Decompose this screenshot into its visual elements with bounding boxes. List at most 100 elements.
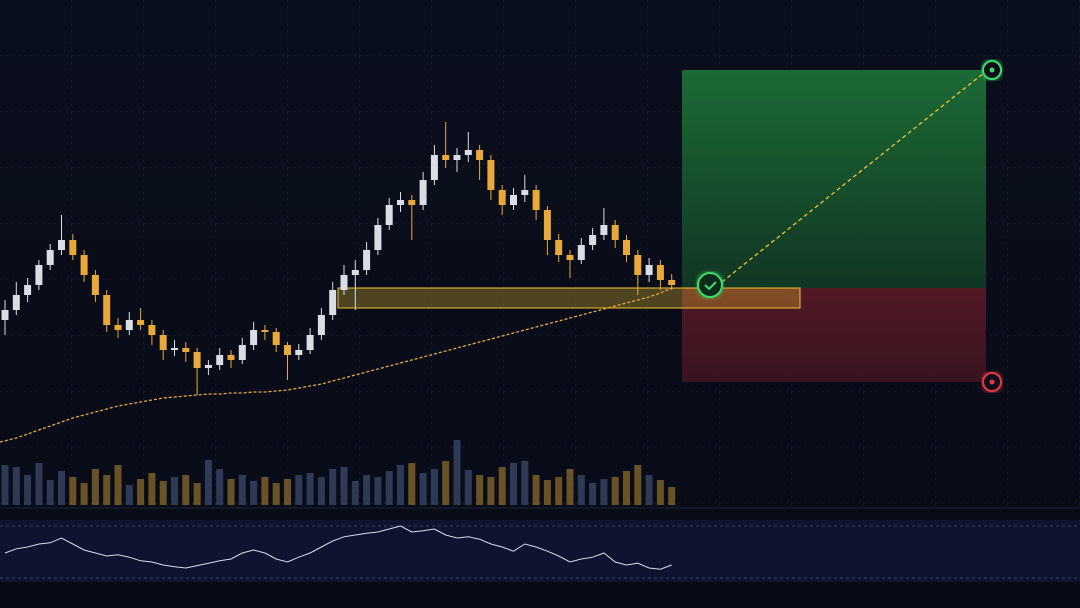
candle-body: [419, 180, 427, 205]
volume-bar: [137, 479, 145, 505]
volume-bar: [340, 467, 348, 505]
volume-bar: [510, 463, 517, 505]
volume-bar: [442, 461, 450, 505]
volume-bar: [182, 475, 190, 505]
candle-body: [306, 335, 314, 350]
candle-body: [317, 315, 325, 335]
candle-body: [430, 155, 438, 180]
projection-line: [721, 71, 986, 283]
entry-marker: [697, 272, 723, 298]
oscillator-panel: [0, 520, 1080, 582]
volume-bar: [611, 477, 619, 505]
volume-bar: [103, 475, 111, 505]
volume-bar: [1, 465, 9, 505]
candle-body: [284, 345, 291, 355]
volume-bar: [363, 475, 371, 505]
volume-bar: [261, 477, 269, 505]
candle-body: [589, 235, 597, 245]
candle-body: [351, 270, 359, 275]
candle-body: [103, 295, 111, 325]
candle-body: [12, 295, 20, 310]
stop-zone: [682, 288, 986, 382]
volume-bar: [317, 477, 325, 505]
candle-body: [623, 240, 630, 255]
volume-bar: [385, 471, 393, 505]
volume-bar: [24, 475, 32, 505]
candle-body: [340, 275, 348, 290]
candle-body: [80, 255, 88, 275]
candle-body: [193, 352, 201, 368]
volume-bar: [272, 483, 280, 505]
candle-body: [35, 265, 43, 285]
volume-bar: [623, 471, 630, 505]
volume-bar: [453, 440, 461, 505]
candle-body: [453, 155, 461, 160]
candle-body: [374, 225, 382, 250]
candle-body: [408, 200, 416, 205]
volume-bar: [238, 475, 246, 505]
candle-body: [125, 320, 133, 330]
candle-body: [521, 190, 529, 195]
volume-bar: [295, 475, 303, 505]
candle-body: [204, 365, 212, 368]
candle-body: [487, 160, 495, 190]
candle-body: [261, 330, 269, 332]
candle-body: [137, 320, 145, 325]
volume-bar: [250, 481, 258, 505]
volume-bar: [668, 487, 676, 505]
candle-body: [532, 190, 540, 210]
candle-body: [668, 280, 676, 285]
candle-body: [58, 240, 65, 250]
volume-bar: [430, 469, 438, 505]
volume-bar: [69, 477, 77, 505]
volume-bar: [532, 475, 540, 505]
candle-body: [656, 265, 664, 280]
volume-bar: [577, 475, 585, 505]
candle-body: [1, 310, 9, 320]
candle-body: [24, 285, 32, 295]
volume-bar: [351, 481, 359, 505]
candle-body: [238, 345, 246, 360]
candle-body: [464, 150, 472, 155]
volume-bar: [80, 483, 88, 505]
volume-bar: [464, 470, 472, 505]
volume-bar: [227, 479, 235, 505]
candle-body: [182, 348, 190, 352]
candle-body: [510, 195, 517, 205]
volume-bar: [374, 477, 382, 505]
candle-body: [363, 250, 371, 270]
candle-body: [634, 255, 642, 275]
candle-body: [159, 335, 167, 350]
stop-marker-dot: [989, 379, 995, 385]
volume-bar: [114, 465, 122, 505]
volume-bar: [566, 469, 574, 505]
volume-bar: [408, 463, 416, 505]
volume-bar: [589, 483, 597, 505]
volume-bar: [204, 460, 212, 505]
candle-body: [69, 240, 77, 255]
candle-body: [329, 290, 337, 315]
volume-bar: [543, 480, 551, 505]
candle-body: [250, 330, 258, 345]
volume-bar: [91, 469, 99, 505]
candle-body: [272, 332, 280, 345]
candle-body: [476, 150, 484, 160]
candle-body: [295, 350, 303, 355]
candle-body: [385, 205, 393, 225]
candle-body: [148, 325, 156, 335]
volume-bar: [58, 471, 65, 505]
candle-body: [442, 155, 450, 160]
volume-bar: [397, 465, 404, 505]
candle-body: [171, 348, 178, 350]
candle-body: [600, 225, 608, 235]
volume-bar: [476, 475, 484, 505]
volume-bar: [12, 467, 20, 505]
target-zone: [682, 70, 986, 288]
candle-body: [216, 355, 224, 365]
candle-body: [114, 325, 122, 330]
candle-body: [227, 355, 235, 360]
candle-body: [577, 245, 585, 260]
volume-bar: [521, 461, 529, 505]
candle-body: [555, 240, 563, 255]
candle-body: [645, 265, 653, 275]
